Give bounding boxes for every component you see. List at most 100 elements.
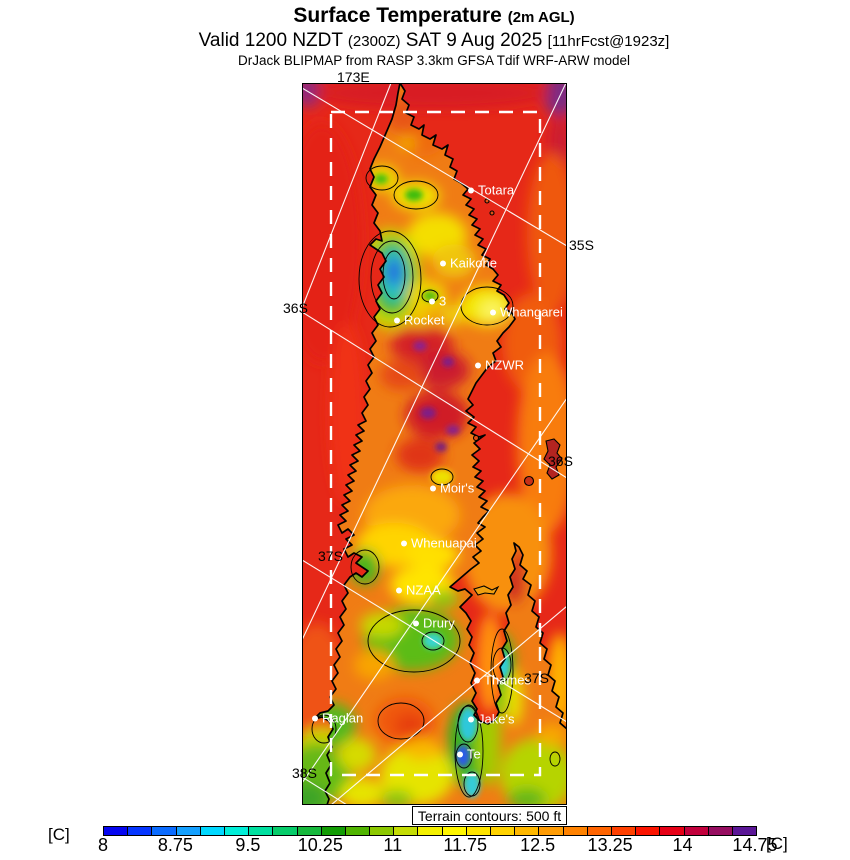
valid-label: Valid 1200 NZDT [198, 30, 343, 51]
colorbar-segment-10 [345, 827, 371, 835]
site-dot-icon [490, 309, 496, 315]
title-main: Surface Temperature [293, 4, 502, 27]
colorbar-tick-8-75: 8.75 [157, 835, 193, 855]
site-dot-icon [430, 485, 436, 491]
colorbar-segment-8 [297, 827, 322, 835]
colorbar-segment-26 [732, 827, 757, 835]
site-marker-whenuapai: Whenuapai [401, 536, 477, 551]
site-label: Rocket [404, 312, 445, 328]
graticule-lines [302, 83, 567, 805]
colorbar-tick-9-5: 9.5 [235, 835, 261, 855]
site-marker-totara: Totara [468, 183, 514, 198]
colorbar-segment-20 [587, 827, 612, 835]
colorbar-tick-11-75: 11.75 [443, 835, 488, 855]
colorbar-tick-14: 14 [672, 835, 693, 855]
colorbar-unit-left: [C] [48, 825, 70, 844]
colorbar-segment-7 [273, 827, 298, 835]
terrain-note-text: Terrain contours: 500 ft [417, 807, 562, 824]
site-label: Totara [478, 182, 515, 198]
site-marker-kaikohe: Kaikohe [440, 256, 497, 271]
temperature-field-svg [302, 83, 567, 805]
terrain-contours-note: Terrain contours: 500 ft [412, 806, 567, 825]
model-credit-line: DrJack BLIPMAP from RASP 3.3km GFSA Tdif… [237, 53, 631, 68]
colorbar-unit-right: [C] [766, 834, 788, 853]
temperature-map: Totara Kaikohe 3 Rocket Whangarei NZWR Moir's W… [302, 83, 567, 805]
colorbar-segment-1 [128, 827, 153, 835]
site-label: NZAA [406, 582, 441, 598]
site-dot-icon [413, 620, 419, 626]
title-block: Surface Temperature (2m AGL) Valid 1200 … [199, 4, 670, 69]
colorbar-segment-6 [249, 827, 274, 835]
site-dot-icon [312, 715, 318, 721]
site-dot-icon [396, 587, 402, 593]
colorbar-segment-24 [684, 827, 709, 835]
site-label: NZWR [485, 357, 524, 373]
coastline [313, 83, 567, 805]
site-marker-jake-s: Jake's [468, 712, 514, 727]
site-marker-whangarei: Whangarei [490, 305, 563, 320]
site-label: 3 [439, 293, 447, 309]
title-sub: (2m AGL) [507, 9, 575, 26]
site-label: Raglan [322, 710, 364, 726]
site-marker-raglan: Raglan [312, 711, 363, 726]
colorbar-segment-22 [636, 827, 661, 835]
site-dot-icon [468, 716, 474, 722]
colorbar-segment-11 [370, 827, 395, 835]
valid-time-line: Valid 1200 NZDT (2300Z) SAT 9 Aug 2025 [… [199, 30, 670, 53]
site-label: Jake's [478, 711, 515, 727]
valid-date: SAT 9 Aug 2025 [405, 30, 543, 51]
page-title: Surface Temperature (2m AGL) [199, 4, 670, 30]
inner-domain-boundary [329, 110, 542, 777]
site-dot-icon [457, 751, 463, 757]
zulu-time: (2300Z) [347, 33, 401, 50]
site-label: Te [467, 746, 481, 762]
grid-label-35s: 35S [569, 237, 594, 253]
colorbar-tick-14-75: 14.75 [732, 835, 778, 855]
colorbar-segment-9 [321, 827, 346, 835]
site-dot-icon [468, 187, 474, 193]
site-label: Moir's [440, 480, 475, 496]
colorbar-segment-5 [224, 827, 250, 835]
site-marker-nzwr: NZWR [475, 358, 524, 373]
colorbar-tick-13-25: 13.25 [587, 835, 633, 855]
site-marker-thames: Thames [474, 673, 531, 688]
colorbar-tick-8: 8 [97, 835, 109, 855]
site-marker-3: 3 [429, 294, 446, 309]
colorbar-segment-16 [491, 827, 516, 835]
site-dot-icon [440, 260, 446, 266]
colorbar-segment-23 [660, 827, 685, 835]
site-marker-nzaa: NZAA [396, 583, 441, 598]
colorbar-segment-18 [539, 827, 564, 835]
colorbar-segment-21 [611, 827, 637, 835]
site-dot-icon [401, 540, 407, 546]
colorbar-segment-17 [515, 827, 540, 835]
colorbar-segment-4 [200, 827, 225, 835]
islands [472, 198, 563, 596]
forecast-info: [11hrFcst@1923z] [547, 33, 670, 50]
terrain-contours [311, 165, 561, 798]
colorbar-segment-14 [442, 827, 467, 835]
site-dot-icon [475, 362, 481, 368]
colorbar-segment-3 [176, 827, 201, 835]
colorbar-segment-15 [466, 827, 491, 835]
colorbar-tick-12-5: 12.5 [520, 835, 556, 855]
colorbar-tick-10-25: 10.25 [297, 835, 343, 855]
site-dot-icon [429, 298, 435, 304]
colorbar-segment-12 [394, 827, 419, 835]
site-label: Kaikohe [450, 255, 497, 271]
colorbar-tick-11: 11 [383, 835, 403, 855]
site-dot-icon [474, 677, 480, 683]
site-label: Drury [423, 615, 455, 631]
site-marker-rocket: Rocket [394, 313, 444, 328]
colorbar-segment-19 [563, 827, 588, 835]
map-frame [302, 83, 567, 805]
site-marker-te: Te [457, 747, 481, 762]
site-marker-drury: Drury [413, 616, 455, 631]
site-labels-layer: Totara Kaikohe 3 Rocket Whangarei NZWR Moir's W… [302, 83, 567, 805]
colorbar-segment-13 [418, 827, 443, 835]
colorbar-segment-0 [104, 827, 129, 835]
colorbar-segment-25 [708, 827, 733, 835]
site-label: Thames [484, 672, 531, 688]
colorbar-segment-2 [152, 827, 177, 835]
